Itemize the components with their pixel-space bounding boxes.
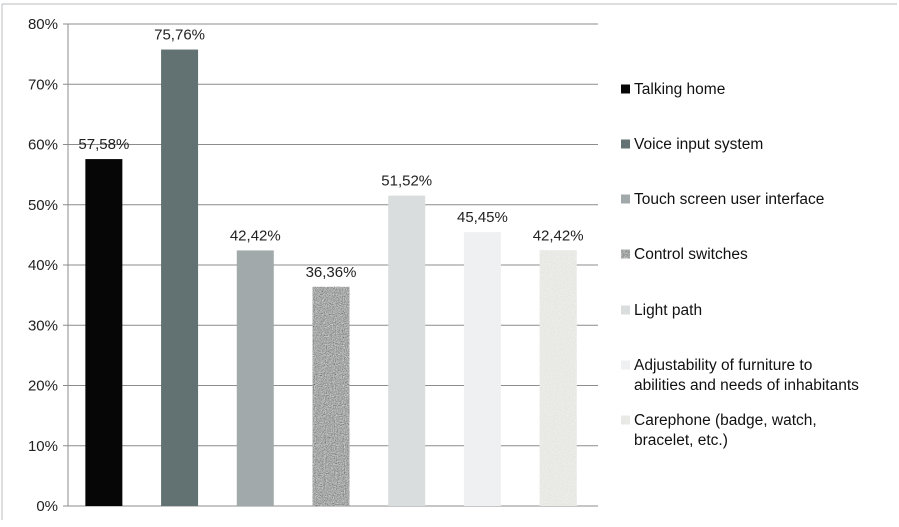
data-label: 42,42% [533, 227, 584, 244]
legend-swatch [621, 194, 630, 204]
legend-label: Talking home [634, 81, 725, 98]
legend-label: Carephone (badge, watch, [634, 412, 817, 429]
bar-adjustability-of-furniture-to-abilities-and-needs-of-inhabitants [463, 232, 501, 506]
data-label: 75,76% [154, 27, 205, 44]
bar-light-path [388, 195, 426, 507]
y-tick-label: 10% [28, 438, 58, 455]
data-label: 42,42% [230, 227, 281, 244]
y-tick-label: 20% [28, 378, 58, 395]
bars [85, 49, 577, 507]
y-tick-label: 80% [28, 16, 58, 33]
bar-touch-screen-user-interface [236, 250, 274, 506]
legend-label: bracelet, etc.) [634, 432, 728, 449]
legend-swatch-texture [621, 249, 630, 259]
bar-carephone-badge-watch-bracelet-etc-texture [539, 250, 577, 506]
legend-label: Light path [634, 302, 702, 319]
y-tick-label: 40% [28, 257, 58, 274]
legend: Talking home Voice input system Touch scre… [621, 81, 859, 449]
legend-swatch [621, 305, 630, 315]
data-label: 51,52% [381, 173, 432, 190]
legend-swatch-texture [621, 415, 630, 425]
bar-talking-home [85, 159, 123, 506]
legend-label: abilities and needs of inhabitants [634, 377, 859, 394]
y-tick-label: 30% [28, 317, 58, 334]
legend-label: Touch screen user interface [634, 191, 824, 208]
legend-label: Control switches [634, 246, 748, 263]
bar-voice-input-system [161, 49, 199, 507]
legend-label: Adjustability of furniture to [634, 357, 812, 374]
data-label: 36,36% [306, 264, 357, 281]
data-labels: 57,58% 75,76% 42,42% 36,36% 51,52% 45,45% 42,4… [78, 27, 583, 281]
bar-control-switches-texture [312, 286, 350, 506]
legend-swatch [621, 139, 630, 149]
legend-swatch [621, 84, 630, 94]
y-tick-label: 50% [28, 197, 58, 214]
legend-swatch [621, 360, 630, 370]
legend-label: Voice input system [634, 136, 763, 153]
axes: 0% 10% 20% 30% 40% 50% 60% 70% 80% [1, 3, 897, 520]
data-label: 45,45% [457, 209, 508, 226]
y-tick-label: 0% [36, 498, 58, 515]
data-label: 57,58% [78, 136, 129, 153]
y-tick-label: 60% [28, 137, 58, 154]
y-tick-label: 70% [28, 76, 58, 93]
